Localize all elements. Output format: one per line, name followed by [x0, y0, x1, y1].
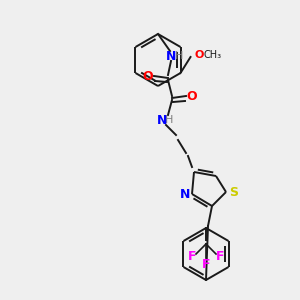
- Text: H: H: [175, 51, 183, 61]
- Text: F: F: [202, 257, 210, 271]
- Text: O: O: [187, 91, 197, 103]
- Text: N: N: [180, 188, 190, 202]
- Text: F: F: [188, 250, 196, 263]
- Text: F: F: [216, 250, 224, 263]
- Text: CH₃: CH₃: [203, 50, 222, 60]
- Text: N: N: [157, 113, 167, 127]
- Text: O: O: [143, 70, 153, 83]
- Text: N: N: [166, 50, 176, 62]
- Text: H: H: [165, 115, 173, 125]
- Text: O: O: [194, 50, 204, 60]
- Text: S: S: [230, 185, 238, 199]
